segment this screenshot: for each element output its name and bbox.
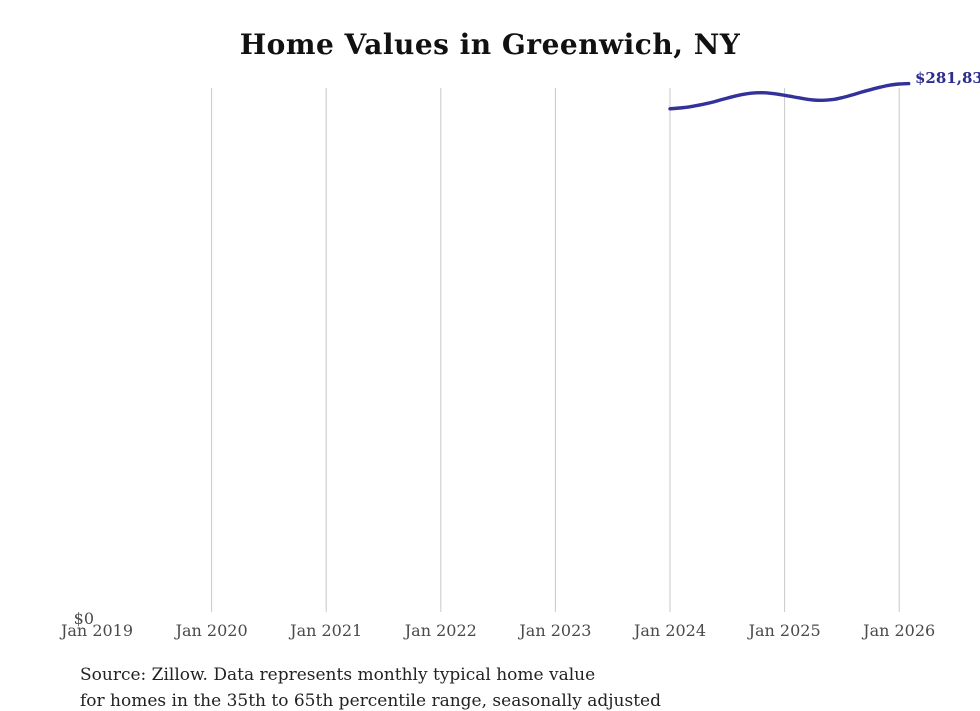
source-attribution-line2: for homes in the 35th to 65th percentile… xyxy=(80,691,661,711)
y-axis-zero-label: $0 xyxy=(73,609,94,628)
end-value-label: $281,833 xyxy=(915,69,980,87)
chart-title: Home Values in Greenwich, NY xyxy=(239,28,741,61)
home-value-line xyxy=(668,81,911,111)
source-attribution: Source: Zillow. Data represents monthly … xyxy=(80,665,596,685)
